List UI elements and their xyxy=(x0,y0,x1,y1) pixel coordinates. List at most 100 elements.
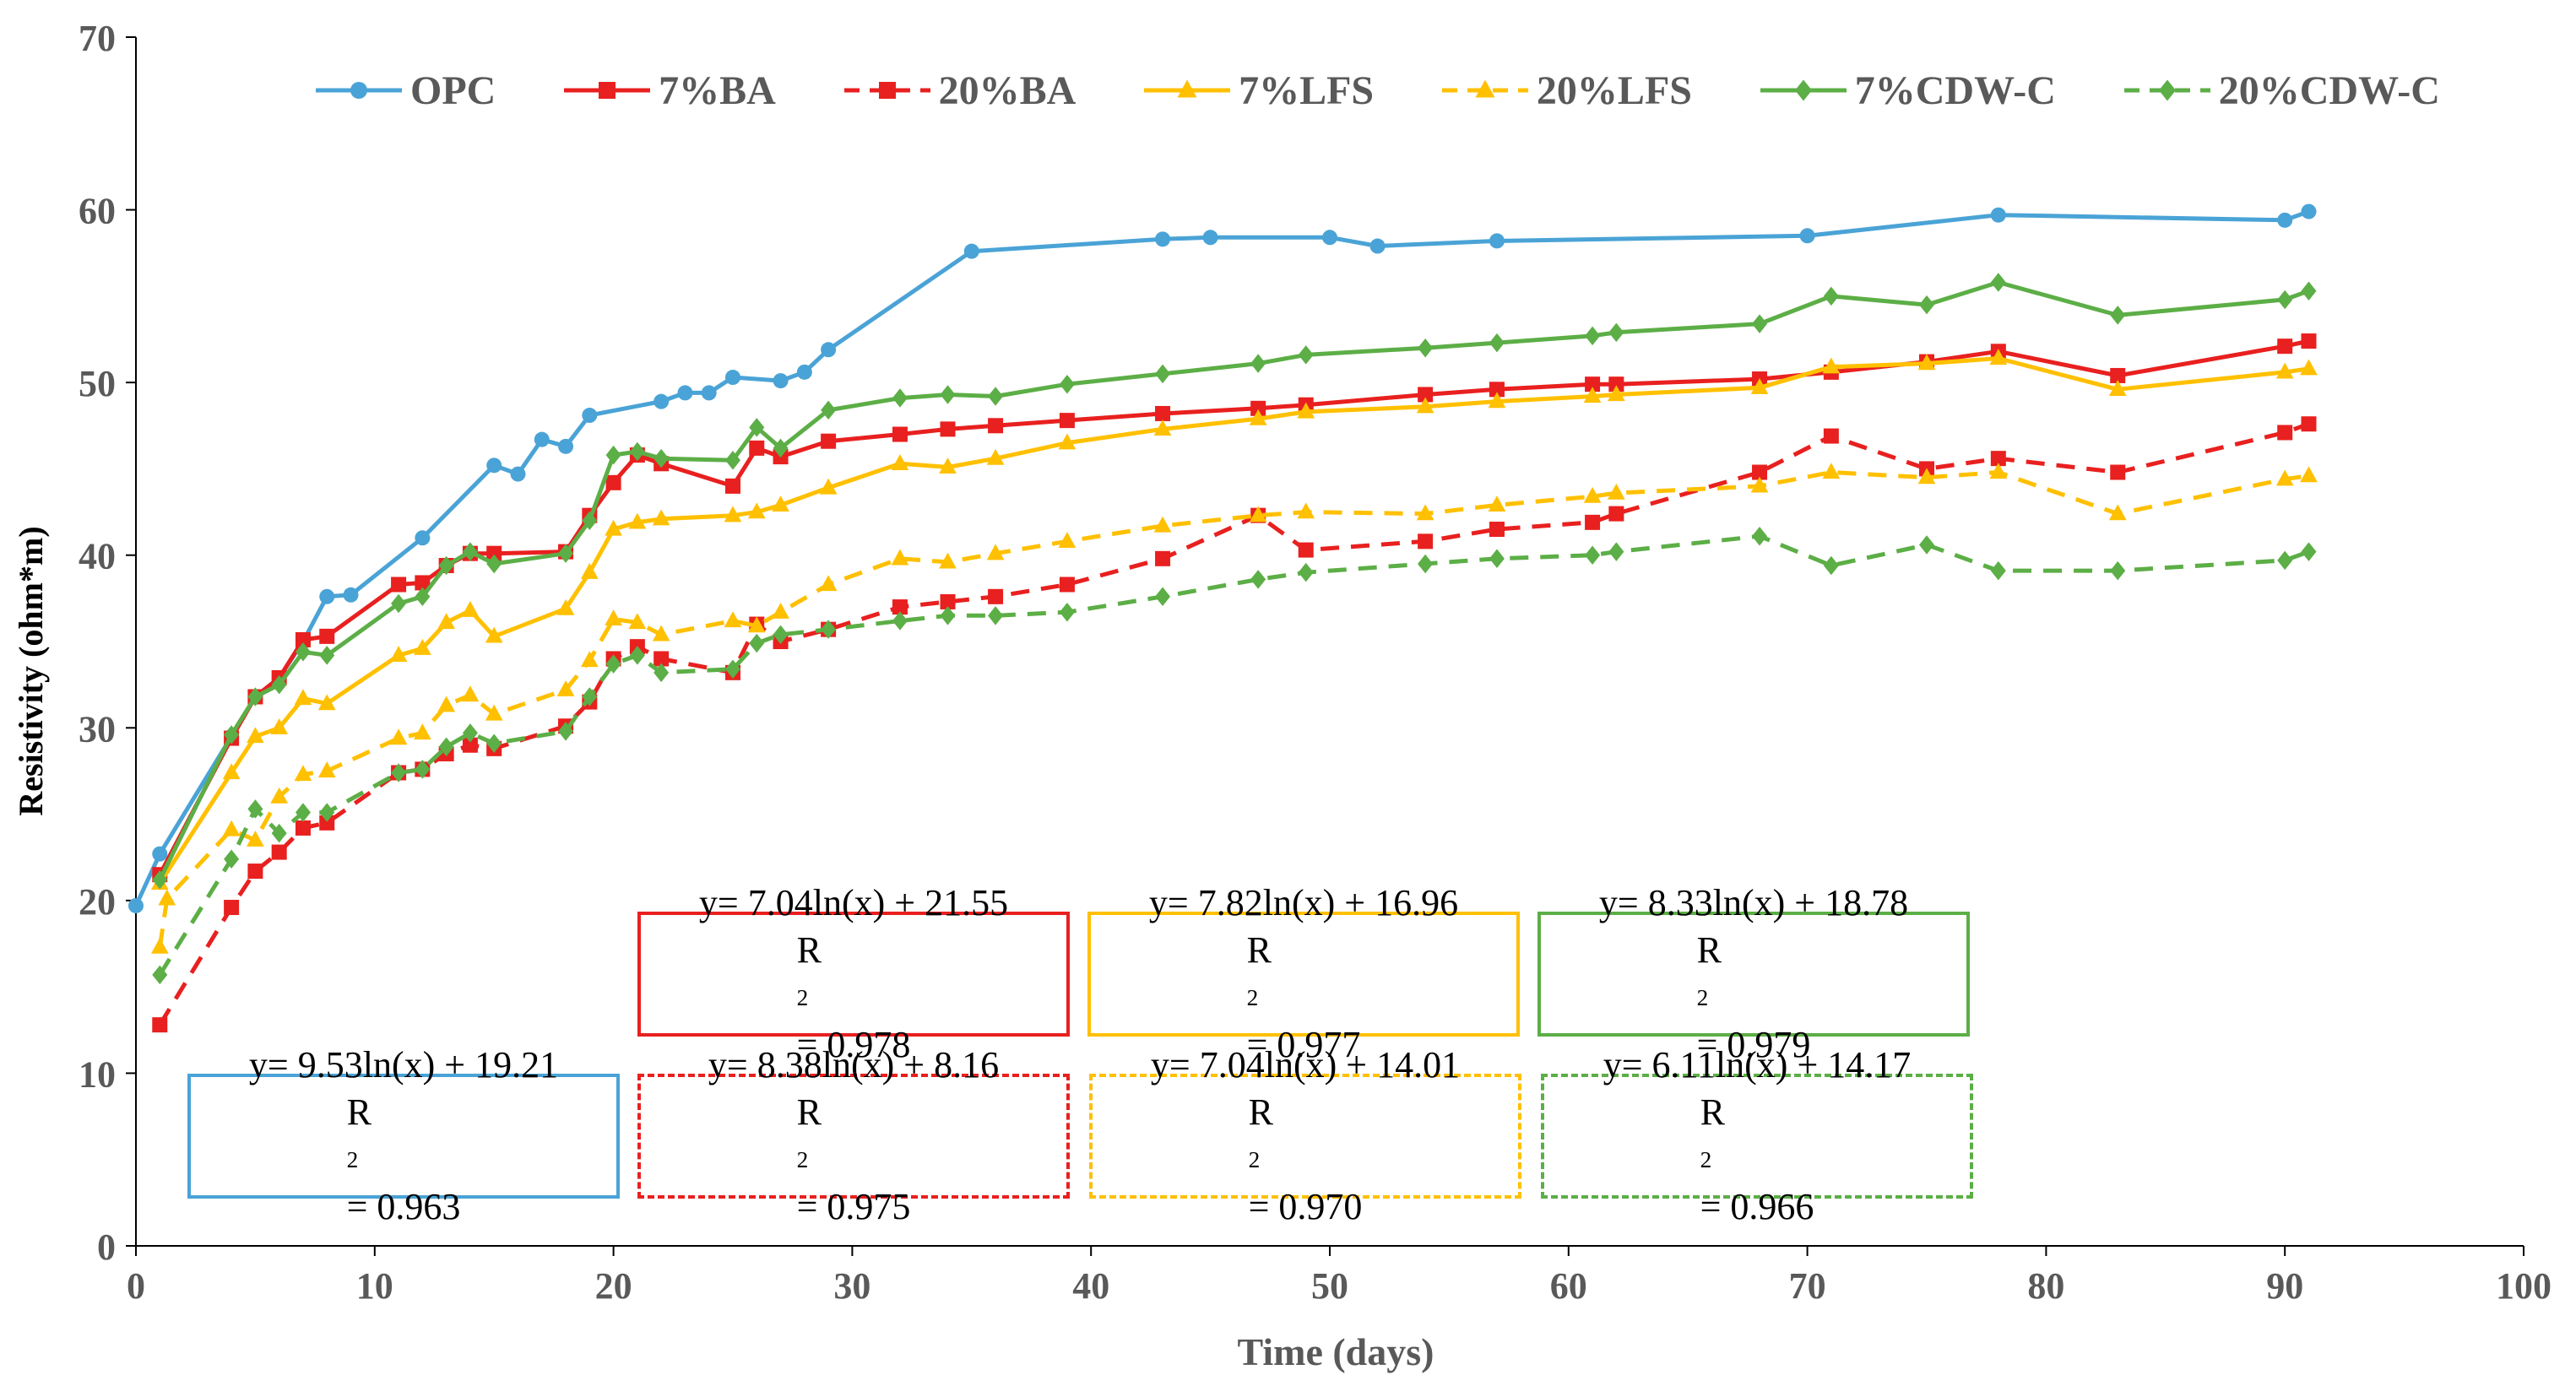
data-point xyxy=(2277,290,2293,310)
data-point xyxy=(1418,338,1434,358)
data-point xyxy=(389,728,408,745)
legend-marker xyxy=(2158,79,2176,101)
y-tick-label: 10 xyxy=(79,1053,116,1095)
data-point xyxy=(892,426,908,442)
data-point xyxy=(1489,233,1505,249)
data-point xyxy=(1418,533,1434,550)
legend-item-7-pctlfs: 7%LFS xyxy=(1141,68,1374,114)
data-point xyxy=(414,638,431,655)
data-point xyxy=(892,611,908,631)
data-point xyxy=(295,820,311,836)
data-point xyxy=(2108,504,2127,521)
data-point xyxy=(1608,542,1624,561)
data-point xyxy=(1250,570,1266,589)
data-point xyxy=(2301,542,2317,561)
data-point xyxy=(486,457,502,474)
data-point xyxy=(534,431,550,447)
data-point xyxy=(1752,314,1768,333)
equation-text: y= 7.04ln(x) + 21.55 xyxy=(698,882,1009,923)
data-point xyxy=(1990,273,2006,292)
data-point xyxy=(940,421,956,437)
data-point xyxy=(485,626,503,643)
equation-box-20-ba: y= 8.38ln(x) + 8.16 R 2 = 0.975 xyxy=(637,1044,1070,1227)
data-point xyxy=(1822,463,1841,479)
x-tick-label: 20 xyxy=(595,1265,632,1307)
data-point xyxy=(438,555,454,576)
data-point xyxy=(2301,333,2317,349)
legend-label: 7%BA xyxy=(659,68,776,113)
data-point xyxy=(158,889,176,906)
data-point xyxy=(558,722,574,741)
data-point xyxy=(1608,322,1624,343)
data-point xyxy=(295,803,311,822)
data-point xyxy=(415,575,431,591)
data-point xyxy=(391,577,407,593)
equation-box-7-cdw-c: y= 8.33ln(x) + 18.78 R 2 = 0.979 xyxy=(1537,882,1970,1065)
legend-item-7-pctba: 7%BA xyxy=(561,68,776,114)
data-point xyxy=(986,448,1005,465)
data-point xyxy=(1298,542,1314,558)
data-point xyxy=(414,723,431,740)
data-point xyxy=(1489,333,1505,353)
data-point xyxy=(819,575,838,592)
data-point xyxy=(940,385,956,404)
legend-item-7-pctcdw-c: 7%CDW-C xyxy=(1757,68,2056,114)
legend-swatch xyxy=(1760,79,1847,101)
data-point xyxy=(1369,238,1386,254)
data-point xyxy=(1202,230,1218,246)
data-point xyxy=(294,689,312,706)
x-tick-label: 10 xyxy=(356,1265,393,1307)
data-point xyxy=(1489,382,1505,398)
series-20-pctlfs xyxy=(150,463,2318,954)
equation-text: y= 8.33ln(x) + 18.78 xyxy=(1598,882,1909,923)
data-point xyxy=(1917,468,1936,485)
legend-swatch xyxy=(1441,79,1528,98)
data-point xyxy=(772,602,789,619)
data-point xyxy=(1418,554,1434,574)
data-point xyxy=(1155,405,1171,421)
data-point xyxy=(580,651,599,668)
data-point xyxy=(2300,359,2318,376)
data-point xyxy=(1799,228,1815,244)
data-point xyxy=(461,685,480,702)
data-point xyxy=(558,544,574,563)
data-point xyxy=(295,631,311,647)
data-point xyxy=(2301,416,2317,432)
data-point xyxy=(749,418,765,437)
legend-label: 20%LFS xyxy=(1536,68,1692,113)
legend-item-20-pctba: 20%BA xyxy=(841,68,1076,114)
data-point xyxy=(222,763,241,780)
data-point xyxy=(653,448,670,468)
equation-text: y= 9.53ln(x) + 19.21 xyxy=(248,1044,559,1086)
legend-label: 7%LFS xyxy=(1239,68,1375,113)
data-point xyxy=(892,388,908,408)
data-point xyxy=(1416,504,1434,521)
data-point xyxy=(270,787,289,804)
data-point xyxy=(605,609,622,626)
data-point xyxy=(1990,207,2006,223)
data-point xyxy=(1297,402,1315,419)
data-point xyxy=(437,613,455,630)
data-point xyxy=(437,696,455,712)
data-point xyxy=(1583,486,1602,503)
data-point xyxy=(1155,550,1171,566)
data-point xyxy=(317,694,336,711)
legend-item-opc: OPC xyxy=(312,68,496,114)
data-point xyxy=(224,900,240,916)
data-point xyxy=(461,600,480,617)
data-point xyxy=(2300,466,2318,483)
data-point xyxy=(247,799,263,819)
data-point xyxy=(1298,345,1314,365)
data-point xyxy=(319,628,335,644)
legend-marker xyxy=(1794,79,1812,101)
data-point xyxy=(2110,464,2126,480)
data-point xyxy=(653,651,670,667)
data-point xyxy=(1250,354,1266,373)
data-point xyxy=(582,687,598,707)
data-point xyxy=(628,613,647,630)
data-point xyxy=(222,820,241,836)
data-point xyxy=(652,625,670,642)
data-point xyxy=(821,620,837,639)
data-point xyxy=(821,433,837,449)
data-point xyxy=(1059,602,1075,622)
